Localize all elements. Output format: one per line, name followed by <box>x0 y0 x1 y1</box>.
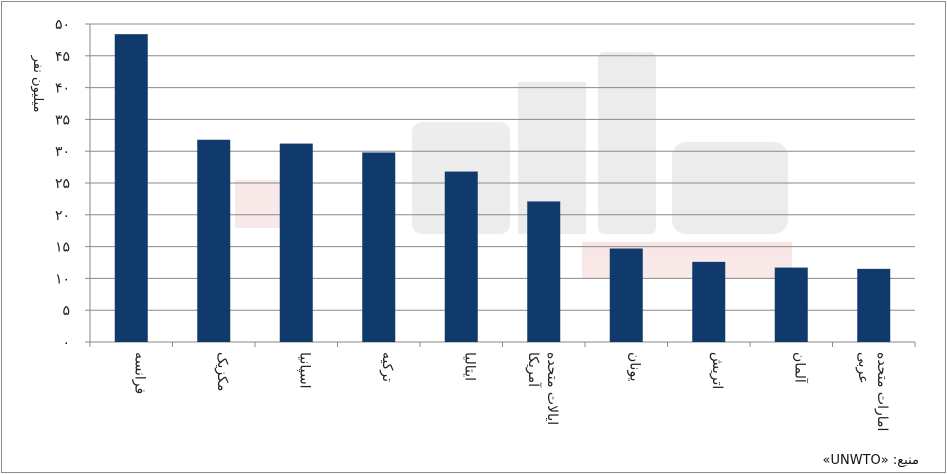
x-tick-label: یونان <box>626 352 642 382</box>
y-tick-label: ۵ <box>62 303 70 319</box>
x-tick-label: مکزیک <box>214 352 230 391</box>
x-tick-labels: فرانسه مکزیک اسپانیا ترکیه ایتالیا ایالات متح… <box>131 352 890 431</box>
y-axis-label: میلیون نفر <box>30 55 45 113</box>
bar <box>444 171 478 342</box>
x-tick-label-line: آمریکا <box>525 352 542 388</box>
y-tick-label: ۳۰ <box>55 144 70 160</box>
watermark-logo <box>235 52 792 278</box>
bar <box>857 268 891 342</box>
x-tick-label-line: امارات متحده <box>874 352 890 431</box>
x-tick-label-line: ایالات متحده <box>544 352 560 425</box>
x-tick-label-line: اسپانیا <box>296 352 312 389</box>
bar <box>114 34 148 343</box>
x-tick-label-line: مکزیک <box>214 352 230 391</box>
x-tick-label-line: عربی <box>855 352 871 384</box>
x-tick-label: اسپانیا <box>296 352 312 389</box>
y-tick-label: ۲۵ <box>55 176 70 192</box>
y-tick-label: ۳۵ <box>55 112 70 128</box>
bar <box>692 261 726 342</box>
y-tick-label: ۴۰ <box>55 81 70 97</box>
x-tick-label: ایتالیا <box>461 352 477 381</box>
bar <box>774 267 808 342</box>
x-tick-label-line: ترکیه <box>379 352 395 382</box>
x-tick-label-line: ایتالیا <box>461 352 477 381</box>
y-tick-label: ۴۵ <box>55 49 70 65</box>
y-tick-label: ۱۰ <box>55 271 70 287</box>
x-tick-label-line: آلمان <box>791 352 808 384</box>
bar <box>362 152 396 342</box>
x-tick-label: ترکیه <box>379 352 395 382</box>
source-note: منبع: «UNWTO» <box>822 453 919 468</box>
bar <box>279 143 313 342</box>
y-tick-labels: ۰ ۵ ۱۰ ۱۵ ۲۰ ۲۵ ۳۰ ۳۵ ۴۰ ۴۵ ۵۰ <box>55 17 70 351</box>
bars <box>114 34 891 343</box>
x-tick-label-line: اتریش <box>709 352 725 389</box>
x-tick-label-line: یونان <box>626 352 642 382</box>
y-tick-label: ۱۵ <box>55 240 70 256</box>
x-tick-label: آلمان <box>791 352 808 384</box>
x-tick-label: فرانسه <box>131 352 147 394</box>
y-tick-label: ۰ <box>62 335 70 351</box>
x-tick-label-line: فرانسه <box>131 352 147 394</box>
y-tick-label: ۲۰ <box>55 208 70 224</box>
bar <box>609 248 643 342</box>
bar <box>197 139 231 342</box>
x-tick-label: اتریش <box>709 352 725 389</box>
y-tick-label: ۵۰ <box>55 17 70 33</box>
bar <box>527 201 561 342</box>
